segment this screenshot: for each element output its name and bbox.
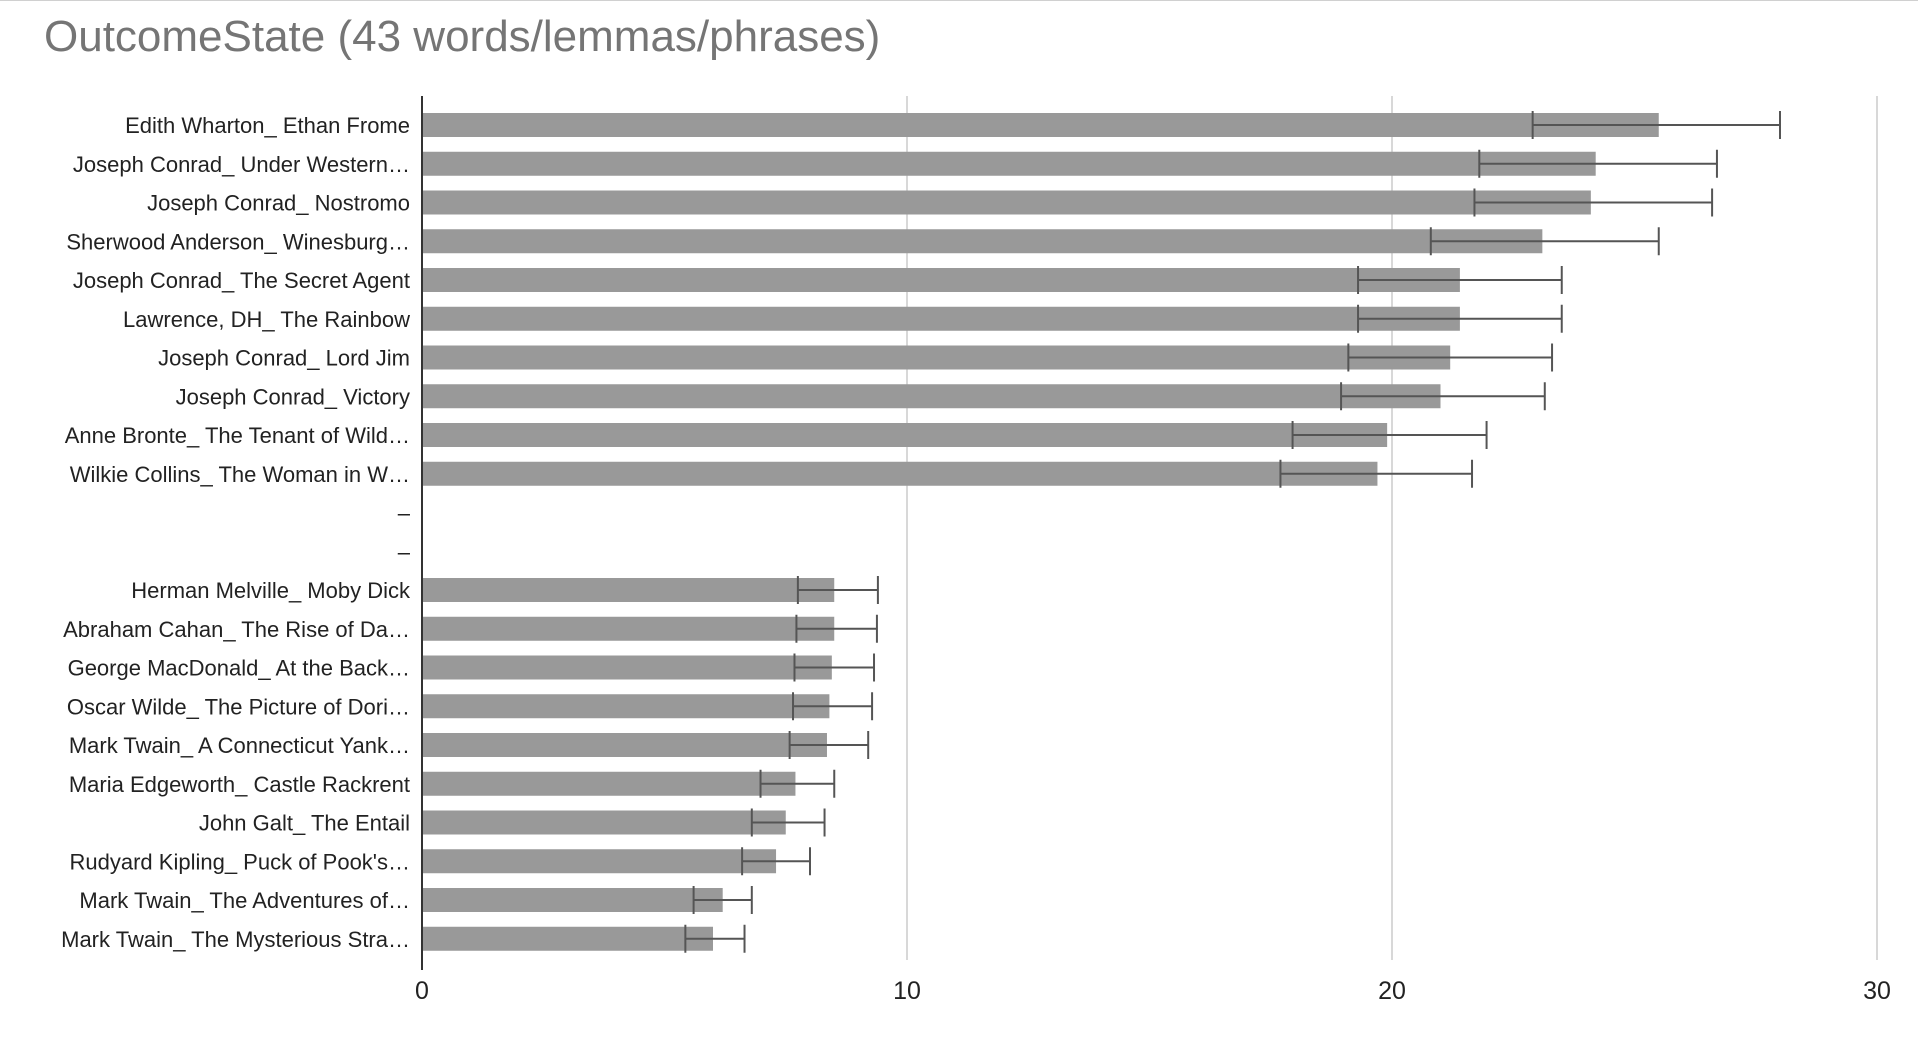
error-bar [793,653,876,682]
bar [422,384,1441,409]
error-bar [1347,343,1554,372]
category-label: Sherwood Anderson_ Winesburg… [66,229,410,254]
category-label: Joseph Conrad_ Under Western… [73,152,410,177]
category-label: Herman Melville_ Moby Dick [131,578,411,603]
error-bar [1429,227,1660,256]
error-bar [684,924,746,953]
category-label: Mark Twain_ A Connecticut Yank… [69,733,410,758]
bars [422,113,1659,951]
category-label: Abraham Cahan_ The Rise of Da… [63,617,410,642]
error-bar [759,769,836,798]
error-bar [1473,188,1714,217]
gridlines [906,96,1878,960]
error-bar [1357,266,1563,294]
x-tick-label: 20 [1378,977,1406,1005]
x-axis-ticks: 0 10 20 30 [415,977,1891,1005]
x-tick-label: 0 [415,977,429,1005]
category-label: Joseph Conrad_ Nostromo [147,191,410,216]
bar [422,190,1591,215]
bar [422,616,835,641]
error-bar [788,731,870,759]
chart-title: OutcomeState (43 words/lemmas/phrases) [44,12,881,61]
bar [422,888,723,912]
bar [422,810,786,835]
top-border-line [0,0,1918,1]
category-label: Joseph Conrad_ Victory [176,384,410,409]
error-bar [750,808,826,837]
bar [422,926,713,951]
category-label: Oscar Wilde_ The Picture of Dori… [67,694,410,719]
category-label: George MacDonald_ At the Back… [68,656,410,681]
error-bar [741,847,811,876]
category-label: Anne Bronte_ The Tenant of Wild… [65,423,410,448]
category-label: Joseph Conrad_ Lord Jim [158,346,410,371]
category-label: Joseph Conrad_ The Secret Agent [73,268,410,293]
error-bars [684,111,1781,953]
bar [422,733,827,757]
bar [422,345,1451,370]
bar [422,229,1543,254]
bar [422,655,832,680]
x-tick-label: 10 [893,977,921,1005]
x-tick-label: 30 [1863,977,1891,1005]
bar [422,461,1378,486]
category-label: – [398,501,411,526]
error-bar [1279,459,1474,488]
error-bar [1291,421,1488,449]
bar [422,423,1388,447]
category-label: Mark Twain_ The Mysterious Stra… [61,927,410,952]
error-bar [795,614,878,643]
category-label: Edith Wharton_ Ethan Frome [125,113,410,138]
error-bar [1340,382,1546,411]
category-label: Rudyard Kipling_ Puck of Pook's… [70,849,410,874]
error-bar [1531,111,1781,139]
bar [422,578,835,602]
error-bar [792,692,874,721]
category-labels: Edith Wharton_ Ethan Frome Joseph Conrad_… [61,113,411,952]
category-label: Lawrence, DH_ The Rainbow [123,307,410,332]
bar [422,771,796,796]
bar [422,306,1460,331]
category-label: – [398,539,411,564]
error-bar [692,886,753,914]
bar [422,151,1596,176]
error-bar [1478,149,1718,178]
category-label: Wilkie Collins_ The Woman in W… [70,462,410,487]
bar [422,849,777,874]
error-bar [1357,304,1563,333]
category-label: John Galt_ The Entail [199,811,410,836]
bar [422,268,1460,292]
bar [422,694,830,719]
error-bar [796,576,879,604]
category-label: Mark Twain_ The Adventures of… [79,888,410,913]
bar [422,113,1659,137]
category-label: Maria Edgeworth_ Castle Rackrent [69,772,410,797]
